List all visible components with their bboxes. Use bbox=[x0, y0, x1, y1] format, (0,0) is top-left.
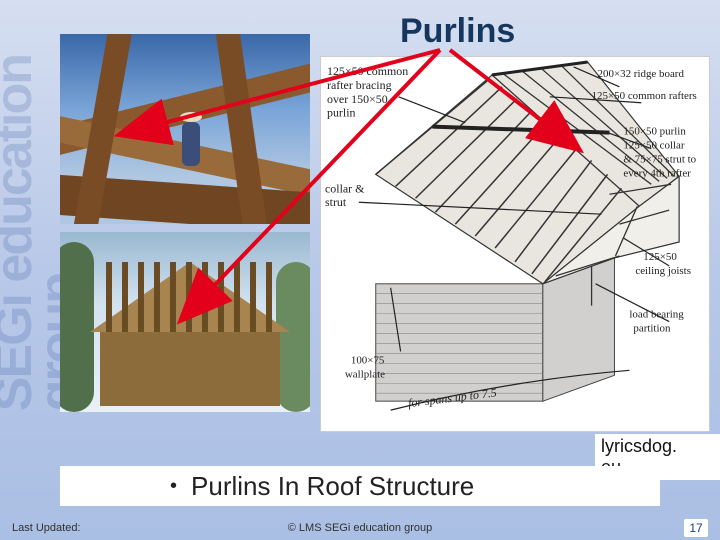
worker bbox=[175, 112, 207, 166]
bullet-icon: • bbox=[170, 475, 177, 498]
footer-left: Last Updated: bbox=[12, 522, 81, 534]
page-title: Purlins bbox=[400, 12, 515, 51]
purlin-roof-diagram: 125×50 common rafter bracing over 150×50… bbox=[320, 56, 710, 432]
photo-rafters-worker bbox=[60, 34, 310, 224]
wall bbox=[100, 326, 280, 406]
label: ceiling joists bbox=[635, 265, 691, 277]
label: 125×50 common bbox=[327, 64, 408, 78]
rafter-set bbox=[100, 262, 280, 332]
label: over 150×50 bbox=[327, 92, 388, 106]
photo-roof-frame-house bbox=[60, 232, 310, 412]
label: 125×50 common rafters bbox=[592, 90, 697, 102]
label: purlin bbox=[327, 106, 356, 120]
page-number: 17 bbox=[684, 519, 708, 537]
label: 200×32 ridge board bbox=[598, 68, 685, 80]
label: 150×50 purlin bbox=[623, 126, 686, 138]
label: 125×50 bbox=[643, 251, 677, 263]
footer: Last Updated: © LMS SEGi education group… bbox=[0, 516, 720, 540]
label: & 75×75 strut to bbox=[623, 153, 696, 165]
label: 100×75 bbox=[351, 354, 385, 366]
watermark-text-1: SEGi education bbox=[0, 55, 43, 411]
label: strut bbox=[325, 195, 347, 209]
slide: SEGi education group Purlins bbox=[0, 0, 720, 540]
label: 125×50 collar bbox=[623, 140, 685, 152]
label: collar & bbox=[325, 181, 365, 195]
label: load bearing bbox=[629, 309, 684, 321]
label: wallplate bbox=[345, 368, 385, 380]
label: partition bbox=[633, 323, 671, 335]
tree bbox=[60, 242, 94, 412]
label: rafter bracing bbox=[327, 78, 392, 92]
footer-center: © LMS SEGi education group bbox=[288, 522, 432, 534]
label: every 4th rafter bbox=[623, 167, 691, 179]
caption-text: Purlins In Roof Structure bbox=[191, 471, 474, 502]
caption-box: • Purlins In Roof Structure bbox=[60, 466, 660, 506]
